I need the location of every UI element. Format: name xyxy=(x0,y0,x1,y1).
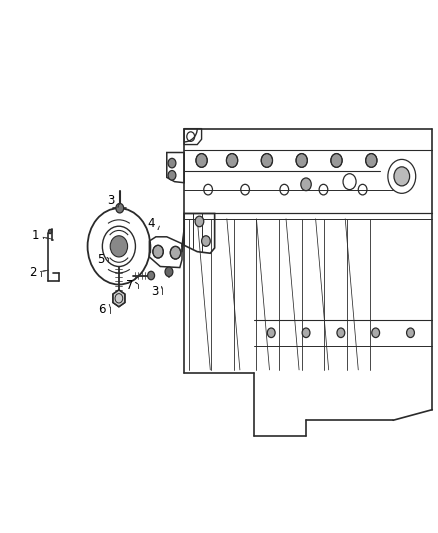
Ellipse shape xyxy=(301,178,311,191)
Ellipse shape xyxy=(165,267,173,277)
Polygon shape xyxy=(113,290,125,307)
Ellipse shape xyxy=(261,154,272,167)
Ellipse shape xyxy=(331,154,342,167)
Ellipse shape xyxy=(148,271,155,280)
Text: 6: 6 xyxy=(99,303,106,317)
Ellipse shape xyxy=(372,328,380,337)
Ellipse shape xyxy=(168,171,176,180)
Ellipse shape xyxy=(201,236,210,246)
Ellipse shape xyxy=(110,236,127,257)
Ellipse shape xyxy=(267,328,275,337)
Ellipse shape xyxy=(337,328,345,337)
Text: 1: 1 xyxy=(32,229,39,242)
Text: 3: 3 xyxy=(107,193,115,207)
Ellipse shape xyxy=(48,229,52,233)
Ellipse shape xyxy=(153,245,163,258)
Text: 5: 5 xyxy=(97,253,104,266)
Ellipse shape xyxy=(226,154,238,167)
Ellipse shape xyxy=(296,154,307,167)
Ellipse shape xyxy=(302,328,310,337)
Text: 7: 7 xyxy=(126,279,134,292)
Ellipse shape xyxy=(406,328,414,337)
Ellipse shape xyxy=(394,167,410,186)
Text: 3: 3 xyxy=(151,285,158,298)
Ellipse shape xyxy=(168,158,176,168)
Ellipse shape xyxy=(116,204,124,213)
Ellipse shape xyxy=(170,246,181,259)
Ellipse shape xyxy=(366,154,377,167)
Ellipse shape xyxy=(196,154,207,167)
Text: 4: 4 xyxy=(148,216,155,230)
Ellipse shape xyxy=(195,216,204,227)
Text: 2: 2 xyxy=(29,266,36,279)
